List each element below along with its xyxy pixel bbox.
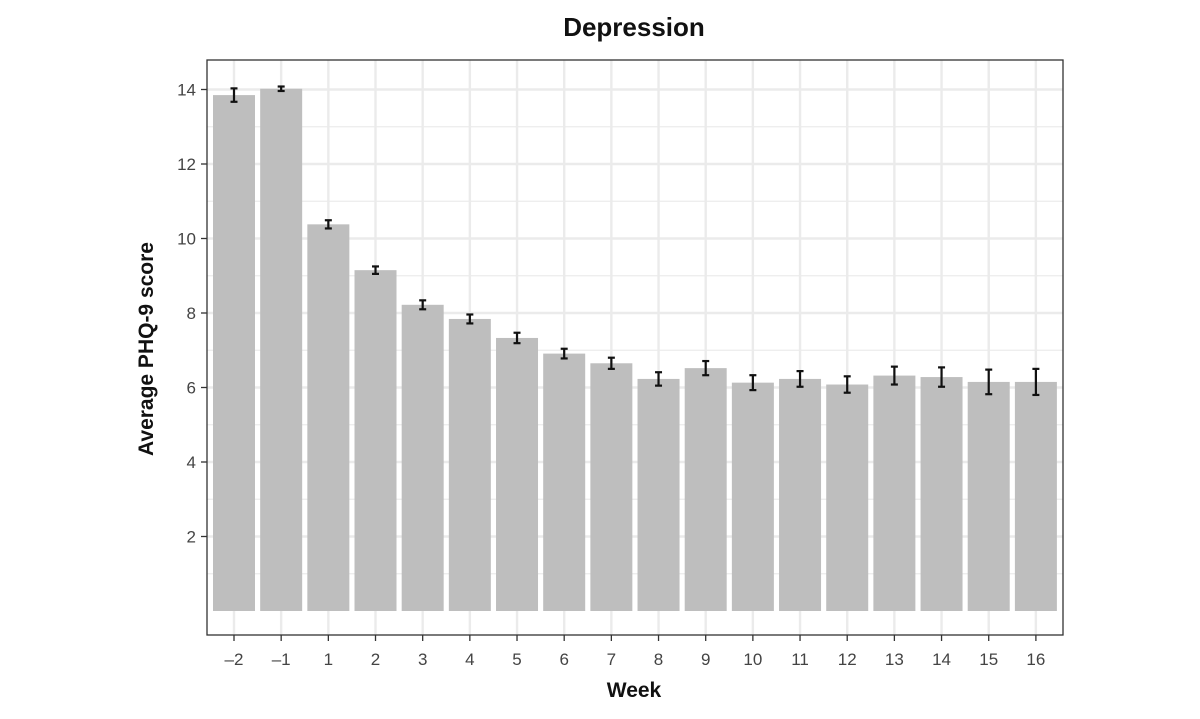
bar (448, 318, 491, 611)
error-bar (796, 370, 804, 388)
bar (307, 224, 350, 611)
bar (637, 378, 680, 611)
error-bar (655, 371, 663, 387)
x-tick-label: 15 (979, 650, 998, 669)
error-bar (890, 365, 898, 386)
x-tick-label: 10 (743, 650, 762, 669)
bar (401, 304, 444, 611)
bar (731, 382, 774, 611)
bar (354, 270, 397, 611)
error-bar (560, 347, 568, 360)
bar (260, 88, 303, 611)
error-bar (1032, 367, 1040, 397)
x-tick-label: 13 (885, 650, 904, 669)
error-bar (277, 85, 285, 93)
bar (826, 384, 869, 611)
x-tick-label: 1 (324, 650, 333, 669)
y-tick-label: 6 (187, 379, 196, 398)
bar (496, 337, 539, 611)
x-tick-label: 2 (371, 650, 380, 669)
error-bar (324, 219, 332, 230)
bar (1014, 381, 1057, 611)
x-tick-label: 4 (465, 650, 474, 669)
x-tick-label: 12 (838, 650, 857, 669)
y-tick-label: 4 (187, 453, 196, 472)
y-tick-label: 2 (187, 528, 196, 547)
error-bar (749, 374, 757, 392)
x-tick-label: –1 (272, 650, 291, 669)
x-tick-label: 16 (1026, 650, 1045, 669)
error-bar (607, 356, 615, 370)
error-bars (230, 85, 1040, 397)
bar (873, 375, 916, 611)
x-tick-label: 3 (418, 650, 427, 669)
error-bar (230, 87, 238, 103)
bar (920, 377, 963, 611)
bar (543, 353, 586, 611)
error-bar (843, 375, 851, 394)
error-bar (985, 368, 993, 396)
x-tick-label: 11 (791, 650, 809, 669)
y-tick-label: 8 (187, 304, 196, 323)
x-tick-label: 7 (607, 650, 616, 669)
x-tick-label: –2 (225, 650, 244, 669)
y-axis-title: Average PHQ-9 score (135, 242, 158, 456)
y-tick-label: 10 (177, 230, 196, 249)
error-bar (466, 313, 474, 325)
bar (779, 378, 822, 611)
error-bar (513, 331, 521, 345)
error-bar (372, 265, 380, 275)
x-tick-label: 8 (654, 650, 663, 669)
plot-panel-border (206, 59, 1064, 636)
x-axis-title: Week (607, 679, 662, 702)
x-tick-label: 9 (701, 650, 710, 669)
error-bar (702, 359, 710, 377)
error-bar (938, 366, 946, 388)
bar (213, 95, 255, 611)
x-tick-label: 6 (559, 650, 568, 669)
x-tick-label: 14 (932, 650, 951, 669)
bar (684, 368, 727, 611)
error-bar (419, 299, 427, 311)
y-tick-label: 14 (177, 81, 196, 100)
bar (967, 381, 1010, 611)
y-tick-label: 12 (177, 155, 196, 174)
x-tick-label: 5 (512, 650, 521, 669)
bars (213, 88, 1057, 611)
bar (590, 363, 633, 611)
chart-title: Depression (563, 12, 705, 42)
